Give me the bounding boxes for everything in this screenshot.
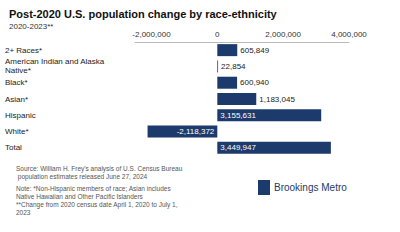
svg-text:Native*: Native* xyxy=(5,66,31,75)
svg-text:Native Hawaiian and Other Paci: Native Hawaiian and Other Pacific Island… xyxy=(16,193,144,200)
svg-text:Source: William H. Frey's anal: Source: William H. Frey's analysis of U.… xyxy=(16,165,183,173)
svg-text:1,183,045: 1,183,045 xyxy=(259,95,295,104)
svg-text:2,000,000: 2,000,000 xyxy=(265,30,301,39)
svg-text:600,940: 600,940 xyxy=(240,78,269,87)
svg-text:Hispanic: Hispanic xyxy=(5,111,36,120)
svg-text:Post-2020 U.S. population chan: Post-2020 U.S. population change by race… xyxy=(9,8,278,20)
svg-text:-2,000,000: -2,000,000 xyxy=(132,30,171,39)
svg-text:3,449,947: 3,449,947 xyxy=(220,143,256,152)
svg-text:Brookings Metro: Brookings Metro xyxy=(274,182,347,193)
svg-text:-2,118,372: -2,118,372 xyxy=(177,127,215,136)
svg-text:Black*: Black* xyxy=(5,78,28,87)
svg-text:**Change from 2020 census date: **Change from 2020 census date April 1, … xyxy=(16,201,179,209)
svg-text:2+ Races*: 2+ Races* xyxy=(5,46,42,55)
svg-text:White*: White* xyxy=(5,127,29,136)
svg-text:0: 0 xyxy=(215,30,220,39)
svg-text:Asian*: Asian* xyxy=(5,95,28,104)
svg-text:2023: 2023 xyxy=(16,209,31,216)
svg-text:4,000,000: 4,000,000 xyxy=(331,30,367,39)
svg-text:605,849: 605,849 xyxy=(240,46,269,55)
svg-text:population estimates released: population estimates released June 27, 2… xyxy=(16,173,148,181)
svg-text:Total: Total xyxy=(5,143,22,152)
svg-text:3,155,631: 3,155,631 xyxy=(220,111,256,120)
svg-text:Note: *Non-Hispanic members of: Note: *Non-Hispanic members of race; Asi… xyxy=(16,185,172,193)
svg-text:2020-2023**: 2020-2023** xyxy=(9,22,53,31)
svg-text:American Indian and Alaska: American Indian and Alaska xyxy=(5,57,106,66)
svg-text:22,854: 22,854 xyxy=(221,62,246,71)
